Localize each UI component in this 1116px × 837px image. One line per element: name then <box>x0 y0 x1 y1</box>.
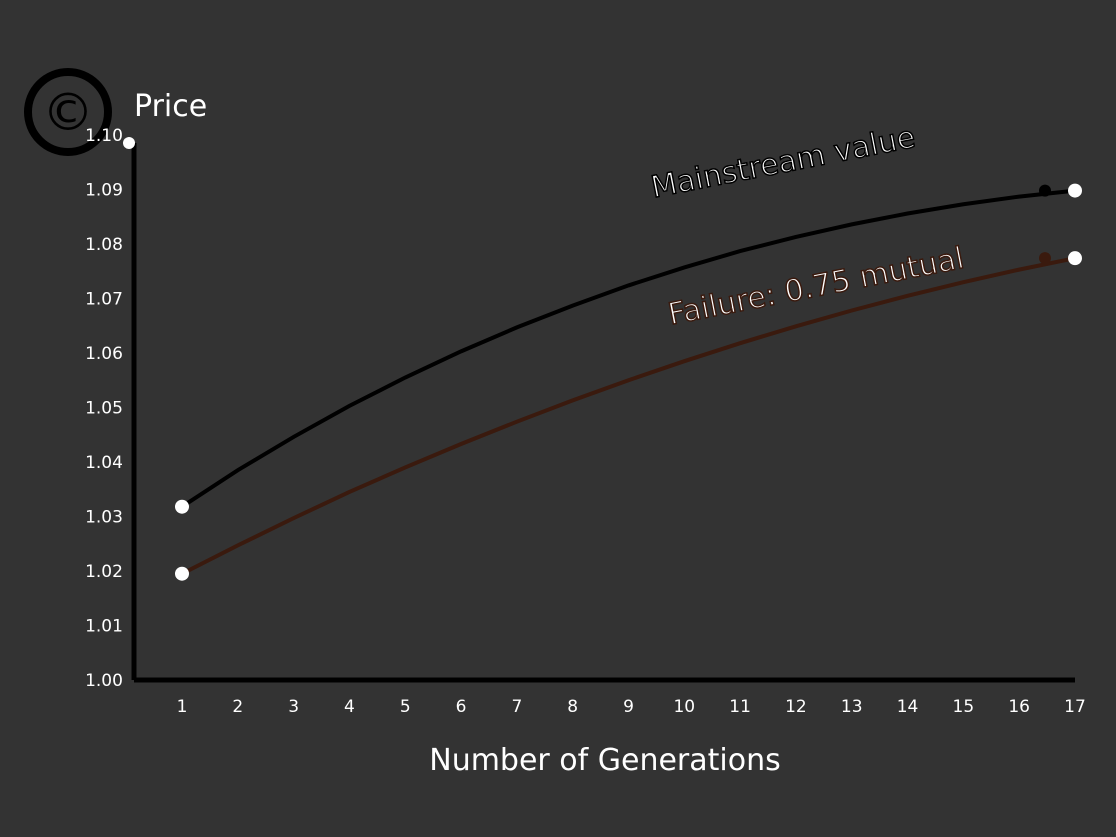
y-tick-label: 1.09 <box>85 181 123 201</box>
x-tick-label: 5 <box>400 697 411 717</box>
x-tick-label: 1 <box>177 697 188 717</box>
x-tick-label: 17 <box>1064 697 1086 717</box>
x-tick-label: 8 <box>567 697 578 717</box>
x-tick-label: 2 <box>232 697 243 717</box>
x-tick-label: 7 <box>511 697 522 717</box>
series-layer <box>175 183 1082 581</box>
y-tick-label: 1.02 <box>85 562 123 582</box>
annotation-mainstream: Mainstream value <box>648 120 918 206</box>
series-line <box>180 188 1076 509</box>
y-axis-title: Price <box>134 89 207 124</box>
series-end-marker <box>1039 184 1051 197</box>
y-tick-label: 1.08 <box>85 235 123 255</box>
series-end-point <box>1068 183 1082 198</box>
x-tick-label: 4 <box>344 697 355 717</box>
y-tick-label: 1.01 <box>85 617 123 637</box>
series-end-point <box>1068 251 1082 266</box>
series-end-marker <box>1039 252 1051 265</box>
x-tick-label: 10 <box>673 697 695 717</box>
series-start-point <box>175 499 189 514</box>
copyright-badge: © <box>24 68 112 156</box>
x-tick-label: 16 <box>1008 697 1030 717</box>
x-tick-label: 6 <box>456 697 467 717</box>
x-tick-label: 3 <box>288 697 299 717</box>
y-tick-label: 1.10 <box>85 126 123 146</box>
copyright-symbol: © <box>42 83 94 143</box>
x-tick-label: 13 <box>841 697 863 717</box>
x-tick-label: 9 <box>623 697 634 717</box>
x-tick-label: 11 <box>729 697 751 717</box>
copyright-icon <box>24 68 112 156</box>
series-start-point <box>175 566 189 581</box>
series-line <box>181 256 1076 576</box>
y-tick-labels: 1.00 1.01 1.02 1.03 1.04 1.05 1.06 1.07 1.08 1.09… <box>85 126 123 691</box>
x-axis-title: Number of Generations <box>429 743 781 778</box>
y-tick-label: 1.05 <box>85 399 123 419</box>
x-tick-labels: 1 2 3 4 5 6 7 8 9 10 11 12 13 14 15 16 17 <box>177 697 1086 717</box>
y-tick-label: 1.06 <box>85 344 123 364</box>
y-axis-endpoint <box>123 137 135 149</box>
axes <box>123 137 1075 683</box>
y-tick-label: 1.07 <box>85 290 123 310</box>
y-tick-label: 1.04 <box>85 453 123 473</box>
y-tick-label: 1.00 <box>85 671 123 691</box>
x-tick-label: 14 <box>897 697 919 717</box>
x-tick-label: 15 <box>953 697 975 717</box>
x-tick-label: 12 <box>785 697 807 717</box>
y-tick-label: 1.03 <box>85 508 123 528</box>
